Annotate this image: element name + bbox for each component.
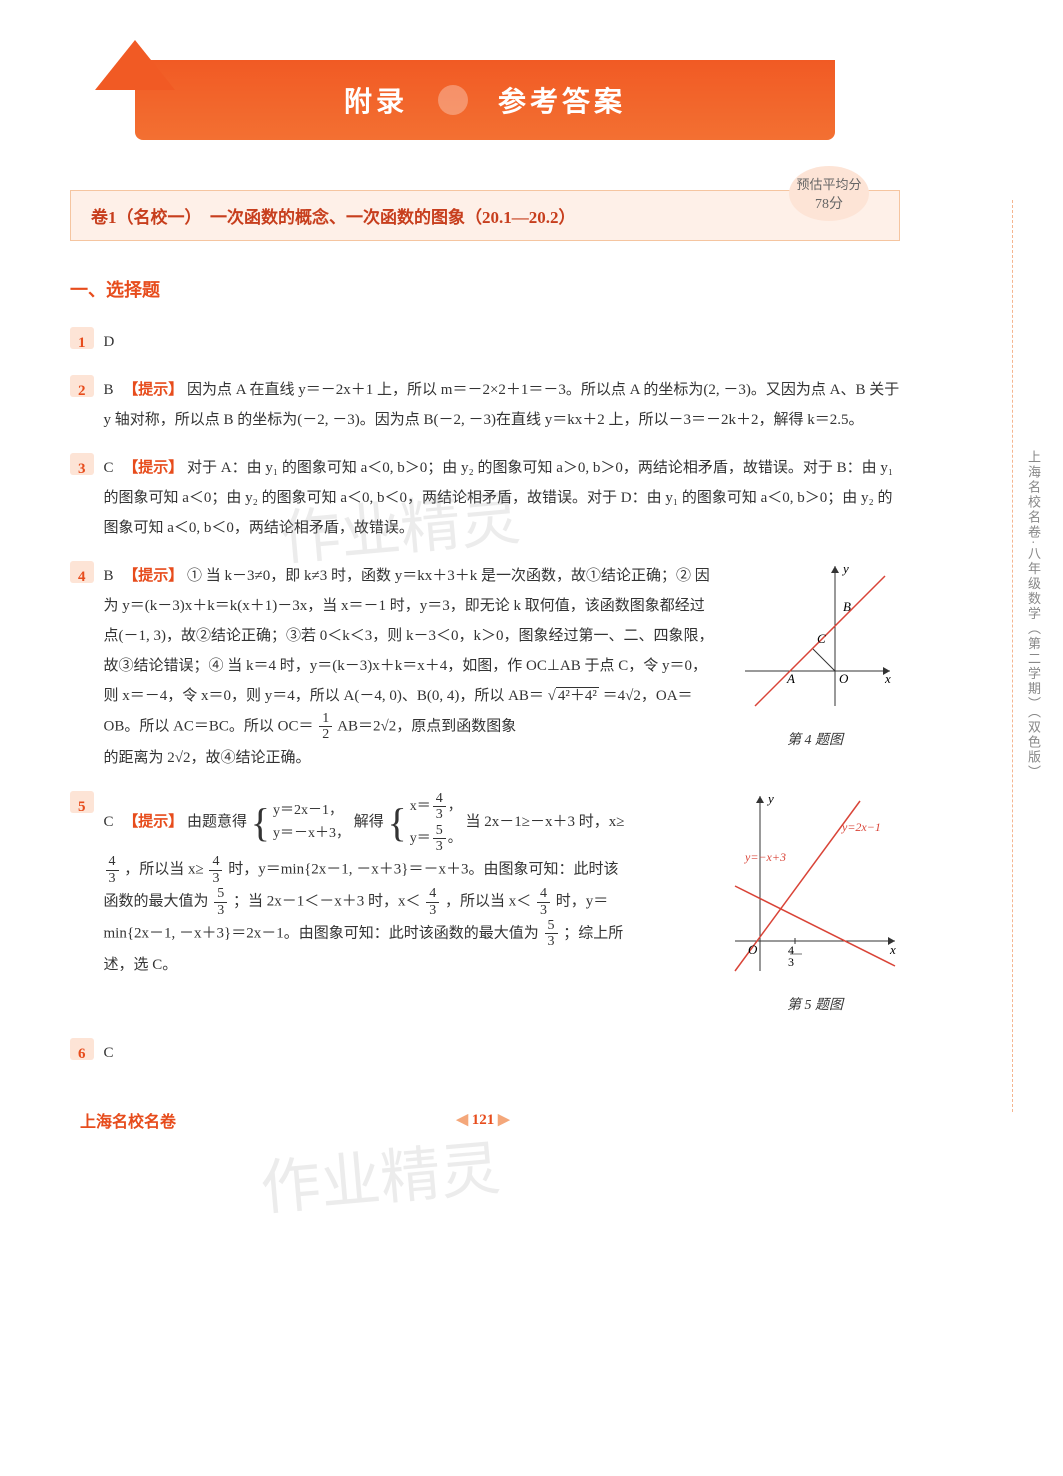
answer-letter: C <box>104 1045 114 1061</box>
svg-text:y=2x−1: y=2x−1 <box>841 820 881 834</box>
answer-text-p5: 时，y＝min{2x－1, －x＋3}＝－x＋3。由图象可知：此时该 <box>228 862 618 878</box>
side-divider <box>1012 200 1013 1112</box>
fraction-half: 12 <box>319 711 332 743</box>
figure-5: x y O 4 3 y=2x−1 y=−x+3 第 5 题图 <box>730 791 900 1020</box>
footer: 上海名校名卷 121 <box>70 1108 900 1132</box>
svg-text:O: O <box>748 942 758 957</box>
title-bar: 预估平均分 78分 卷1（名校一） 一次函数的概念、一次函数的图象（20.1—2… <box>70 190 900 241</box>
hint-tag: 【提示】 <box>123 460 183 476</box>
answer-text-p8: ，所以当 x＜ <box>445 893 531 909</box>
answer-text-p11: ；综上所 <box>563 925 623 941</box>
answer-text-p12: 述，选 C。 <box>104 957 178 973</box>
fraction: 53 <box>545 918 558 950</box>
answer-text-p3: AB＝2√2，原点到函数图象 <box>337 718 516 734</box>
answer-text-block: B 【提示】 ① 当 k－3≠0，即 k≠3 时，函数 y＝kx＋3＋k 是一次… <box>104 561 716 773</box>
answer-text-p1: 由题意得 <box>187 814 247 830</box>
svg-text:A: A <box>786 671 795 686</box>
answer-3: 3 C 【提示】 对于 A：由 y₁ 的图象可知 a＜0, b＞0；由 y₂ 的… <box>70 453 900 543</box>
eq-line: y＝－x＋3， <box>273 823 350 845</box>
answer-text-p6: 函数的最大值为 <box>104 893 209 909</box>
svg-text:x: x <box>884 671 891 686</box>
side-book-title: 上海名校名卷·八年级数学（第二学期）（双色版） <box>1024 450 1043 780</box>
system-2: { x＝43， y＝53。 <box>388 791 462 855</box>
hint-tag: 【提示】 <box>123 382 183 398</box>
figure-5-caption: 第 5 题图 <box>730 992 900 1020</box>
answer-num: 2 <box>70 375 94 397</box>
fraction: 43 <box>209 854 222 886</box>
score-label: 预估平均分 <box>796 174 861 193</box>
answer-num: 6 <box>70 1038 94 1060</box>
answer-text-p4: ，所以当 x≥ <box>124 862 203 878</box>
sqrt-expr: 4²＋4² <box>548 688 599 704</box>
svg-text:B: B <box>843 599 851 614</box>
fraction: 43 <box>106 854 119 886</box>
answer-text-p1: ① 当 k－3≠0，即 k≠3 时，函数 y＝kx＋3＋k 是一次函数，故①结论… <box>104 568 714 704</box>
svg-text:y=−x+3: y=−x+3 <box>744 850 786 864</box>
answer-num: 5 <box>70 791 94 813</box>
answer-num: 4 <box>70 561 94 583</box>
watermark: 作业精灵 <box>257 1120 504 1228</box>
answer-letter: C <box>104 460 114 476</box>
svg-text:x: x <box>889 942 896 957</box>
answer-6: 6 C <box>70 1038 900 1068</box>
answer-1: 1 D <box>70 327 900 357</box>
header-right: 参考答案 <box>498 80 626 120</box>
svg-text:C: C <box>817 631 826 646</box>
figure-4-caption: 第 4 题图 <box>730 727 900 755</box>
answer-text-p7: ；当 2x－1＜－x＋3 时，x＜ <box>233 893 421 909</box>
answer-4: 4 B 【提示】 ① 当 k－3≠0，即 k≠3 时，函数 y＝kx＋3＋k 是… <box>70 561 900 773</box>
answer-text: 因为点 A 在直线 y＝－2x＋1 上，所以 m＝－2×2＋1＝－3。所以点 A… <box>104 382 900 428</box>
svg-text:y: y <box>766 791 774 806</box>
section-header: 一、选择题 <box>70 276 900 302</box>
gear-icon <box>438 85 468 115</box>
answer-text-p2: 解得 <box>354 814 384 830</box>
answer-text: 对于 A：由 y₁ 的图象可知 a＜0, b＞0；由 y₂ 的图象可知 a＞0,… <box>104 460 894 536</box>
svg-text:y: y <box>841 561 849 576</box>
hint-tag: 【提示】 <box>123 814 183 830</box>
system-1: { y＝2x－1， y＝－x＋3， <box>251 800 350 845</box>
svg-text:3: 3 <box>788 955 794 969</box>
answer-5: 5 C 【提示】 由题意得 { y＝2x－1， y＝－x＋3， 解得 { x＝4 <box>70 791 900 1020</box>
svg-text:O: O <box>839 671 849 686</box>
footer-left: 上海名校名卷 <box>80 1108 176 1132</box>
answer-text-p9: 时，y＝ <box>556 893 609 909</box>
fraction: 43 <box>537 886 550 918</box>
eq-line: x＝ <box>410 799 431 814</box>
figure-4-svg: x y O A B C <box>735 561 895 711</box>
answer-letter: D <box>104 334 115 350</box>
answer-text-block: C 【提示】 由题意得 { y＝2x－1， y＝－x＋3， 解得 { x＝43，… <box>104 791 716 1020</box>
eq-line: y＝ <box>410 831 431 846</box>
answer-letter: B <box>104 568 114 584</box>
hint-tag: 【提示】 <box>123 568 183 584</box>
answer-num: 3 <box>70 453 94 475</box>
answer-text-p3: 当 2x－1≥－x＋3 时，x≥ <box>465 814 624 830</box>
figure-4: x y O A B C 第 4 题图 <box>730 561 900 773</box>
eq-line: y＝2x－1， <box>273 800 350 822</box>
answer-text-p4: 的距离为 2√2，故④结论正确。 <box>104 750 311 766</box>
answer-2: 2 B 【提示】 因为点 A 在直线 y＝－2x＋1 上，所以 m＝－2×2＋1… <box>70 375 900 435</box>
figure-5-svg: x y O 4 3 y=2x−1 y=−x+3 <box>730 791 900 976</box>
answer-letter: C <box>104 814 114 830</box>
fraction: 53 <box>214 886 227 918</box>
page-container: 附录 参考答案 预估平均分 78分 卷1（名校一） 一次函数的概念、一次函数的图… <box>0 0 970 1172</box>
score-badge: 预估平均分 78分 <box>789 166 869 221</box>
title-text: 卷1（名校一） 一次函数的概念、一次函数的图象（20.1—20.2） <box>91 208 576 227</box>
answer-num: 1 <box>70 327 94 349</box>
answer-letter: B <box>104 382 114 398</box>
footer-page: 121 <box>456 1110 509 1129</box>
fraction: 43 <box>426 886 439 918</box>
header-banner: 附录 参考答案 <box>135 60 835 140</box>
score-value: 78分 <box>815 193 843 213</box>
header-left: 附录 <box>344 80 408 120</box>
answer-text-p10: min{2x－1, －x＋3}＝2x－1。由图象可知：此时该函数的最大值为 <box>104 925 539 941</box>
